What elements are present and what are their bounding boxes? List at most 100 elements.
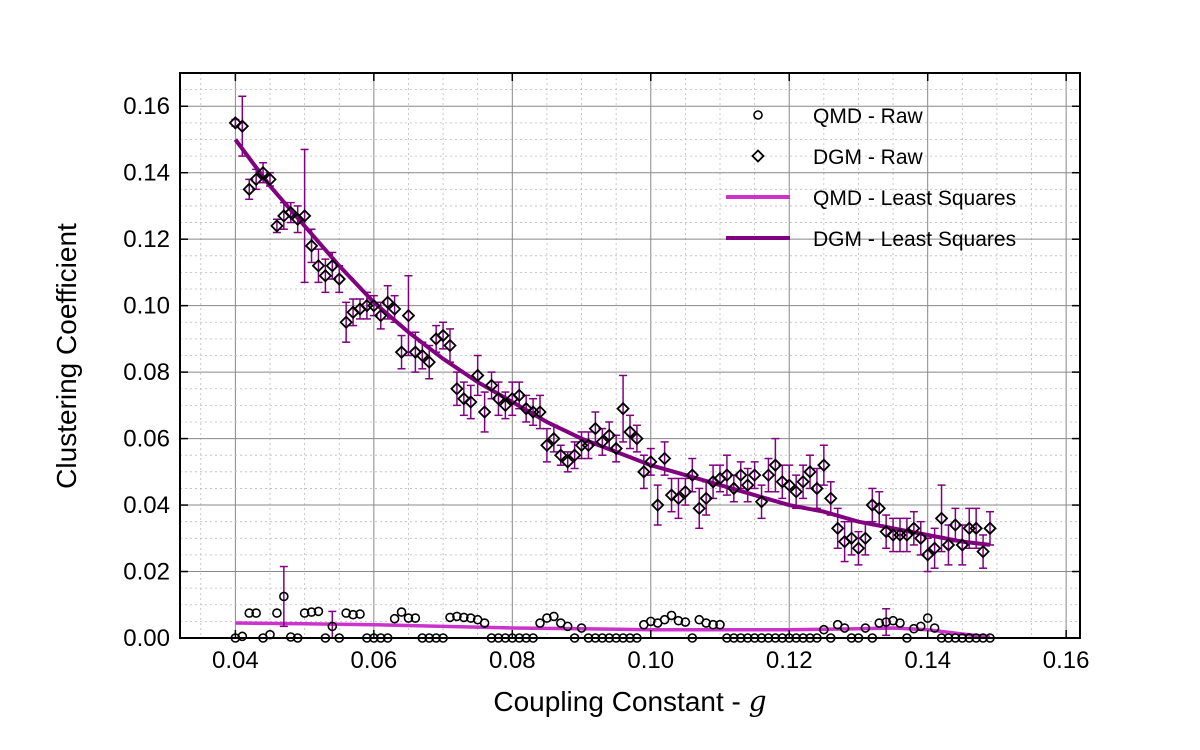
dgm-point	[920, 548, 935, 562]
dgm-point	[609, 441, 623, 456]
dgm-point	[595, 435, 610, 449]
dgm-point	[623, 425, 637, 439]
qmd-point	[396, 607, 407, 617]
legend: QMD - Raw DGM - Raw QMD - Least Squares DGM…	[726, 105, 1016, 251]
dgm-point	[270, 219, 284, 233]
dgm-point	[519, 401, 533, 416]
dgm-point	[547, 431, 561, 446]
qmd-point	[306, 607, 317, 617]
x-tick-labels: 0.04 0.06 0.08 0.10 0.12 0.14 0.16	[212, 647, 1089, 674]
dgm-point	[533, 405, 547, 419]
dgm-point	[380, 295, 395, 310]
dgm-point	[477, 405, 492, 419]
dgm-point	[955, 538, 970, 552]
dgm-point	[692, 501, 707, 516]
dgm-point	[339, 315, 353, 330]
dgm-point	[941, 538, 956, 552]
qmd-point	[237, 631, 248, 642]
dgm-point	[983, 521, 997, 536]
grid	[180, 72, 1080, 639]
dgm-point	[754, 494, 769, 509]
dgm-point	[948, 518, 963, 532]
dgm-point	[498, 398, 513, 413]
qmd-point	[279, 591, 289, 602]
y-tick-label: 0.10	[123, 293, 170, 320]
dgm-point	[872, 501, 887, 516]
plot-frame	[179, 72, 1081, 639]
dgm-point	[823, 491, 838, 506]
dgm-point	[907, 521, 921, 536]
qmd-point	[576, 623, 587, 633]
dgm-point	[630, 431, 644, 446]
dgm-point	[761, 468, 776, 482]
dgm-point	[650, 498, 665, 512]
dgm-point	[512, 388, 527, 403]
qmd-point	[666, 610, 677, 621]
legend-label: QMD - Least Squares	[813, 187, 1016, 210]
y-tick-label: 0.14	[123, 160, 170, 187]
dgm-point	[657, 451, 672, 466]
dgm-point	[256, 165, 270, 180]
dgm-point	[643, 455, 658, 469]
dgm-point	[415, 348, 430, 363]
fit-lines	[233, 138, 991, 639]
dgm-point	[297, 209, 312, 223]
dgm-point	[810, 481, 824, 496]
x-tick-label: 0.14	[904, 647, 951, 674]
dgm-point	[782, 478, 797, 492]
qmd-point	[313, 606, 324, 617]
dgm-point	[934, 511, 949, 526]
dgm-point	[768, 458, 783, 472]
dgm-point	[699, 491, 713, 506]
dgm-point	[263, 172, 277, 187]
dgm-point	[242, 182, 257, 197]
dgm-point	[664, 488, 679, 502]
dgm-point	[733, 468, 748, 482]
dgm-point	[727, 481, 741, 496]
dgm-point	[976, 544, 990, 559]
qmd-fit-line	[235, 621, 991, 639]
qmd-point	[673, 615, 684, 626]
qmd-point	[549, 611, 559, 622]
qmd-point	[708, 619, 718, 630]
dgm-point	[913, 531, 928, 546]
dgm-point	[747, 468, 762, 482]
qmd-point	[929, 623, 940, 633]
dgm-point	[553, 448, 568, 462]
dgm-point	[332, 272, 347, 286]
dgm-point	[484, 378, 499, 393]
dgm-point	[422, 355, 437, 369]
dgm-point	[616, 401, 630, 416]
dgm-point	[830, 521, 845, 536]
dgm-point	[401, 308, 416, 323]
dgm-point	[443, 338, 457, 353]
dgm-point	[602, 428, 617, 443]
dgm-point	[457, 391, 471, 406]
dgm-point	[789, 484, 803, 499]
qmd-point	[915, 621, 926, 632]
x-axis-label: Coupling Constant - g	[493, 685, 766, 718]
legend-label: QMD - Raw	[813, 105, 924, 128]
dgm-point	[775, 475, 790, 489]
dgm-point	[463, 395, 478, 409]
dgm-point	[588, 421, 603, 436]
qmd-point	[410, 613, 421, 623]
y-tick-labels: 0.00 0.02 0.04 0.06 0.08 0.10 0.12 0.14 0.16	[123, 93, 170, 652]
dgm-point	[304, 239, 319, 253]
y-tick-label: 0.06	[123, 426, 170, 453]
dgm-point	[720, 468, 734, 482]
dgm-point	[394, 345, 409, 359]
dgm-point	[803, 465, 817, 479]
dgm-point	[671, 491, 686, 506]
dgm-point	[387, 302, 402, 316]
dgm-point	[470, 368, 485, 383]
qmd-point	[272, 608, 282, 618]
qmd-point	[680, 617, 691, 627]
dgm-point	[581, 438, 596, 453]
qmd-point	[445, 612, 455, 623]
dgm-point	[685, 468, 700, 482]
qmd-point	[860, 623, 871, 633]
qmd-point	[895, 618, 905, 628]
qmd-point	[922, 613, 933, 623]
